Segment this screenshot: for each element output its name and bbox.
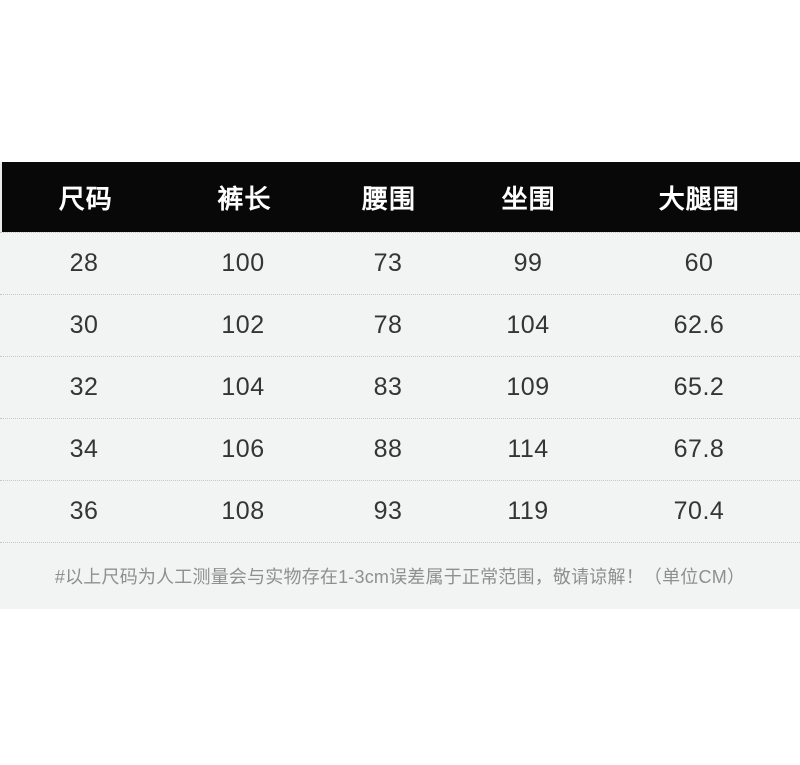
- table-row: 34 106 88 114 67.8: [0, 418, 800, 480]
- cell-waist: 83: [373, 373, 403, 401]
- cell-hip: 119: [507, 497, 549, 525]
- cell-waist: 78: [373, 311, 403, 339]
- cell-size: 30: [69, 311, 99, 339]
- cell-waist: 73: [373, 249, 403, 277]
- column-header-thigh: 大腿围: [658, 183, 740, 214]
- table-header-row: 尺码 裤长 腰围 坐围 大腿围: [0, 162, 800, 232]
- table-body: 28 100 73 99 60 30 102 78 104 62.6 32 10…: [0, 232, 800, 542]
- cell-thigh: 65.2: [673, 373, 725, 401]
- cell-pant-length: 106: [221, 435, 265, 463]
- cell-hip: 99: [513, 249, 543, 277]
- cell-size: 32: [69, 373, 99, 401]
- cell-pant-length: 104: [221, 373, 265, 401]
- cell-waist: 88: [373, 435, 403, 463]
- column-header-hip: 坐围: [501, 183, 556, 214]
- cell-hip: 104: [506, 311, 550, 339]
- cell-thigh: 67.8: [673, 435, 725, 463]
- cell-waist: 93: [373, 497, 403, 525]
- table-row: 36 108 93 119 70.4: [0, 480, 800, 542]
- cell-thigh: 70.4: [673, 497, 725, 525]
- column-header-waist: 腰围: [362, 183, 417, 214]
- cell-hip: 114: [507, 435, 549, 463]
- table-row: 30 102 78 104 62.6: [0, 294, 800, 356]
- cell-size: 36: [69, 497, 99, 525]
- column-header-size: 尺码: [58, 183, 113, 214]
- table-row: 28 100 73 99 60: [0, 232, 800, 294]
- table-row: 32 104 83 109 65.2: [0, 356, 800, 418]
- size-table: 尺码 裤长 腰围 坐围 大腿围 28 100 73 99 60 30 102 7…: [0, 162, 800, 609]
- cell-pant-length: 102: [221, 311, 265, 339]
- cell-pant-length: 100: [221, 249, 265, 277]
- cell-thigh: 62.6: [673, 311, 725, 339]
- cell-size: 28: [69, 249, 99, 277]
- measurement-disclaimer-note: #以上尺码为人工测量会与实物存在1-3cm误差属于正常范围，敬请谅解！（单位CM…: [0, 542, 800, 609]
- column-header-pant-length: 裤长: [217, 183, 272, 214]
- cell-pant-length: 108: [221, 497, 265, 525]
- cell-size: 34: [69, 435, 99, 463]
- cell-thigh: 60: [684, 249, 714, 277]
- cell-hip: 109: [506, 373, 550, 401]
